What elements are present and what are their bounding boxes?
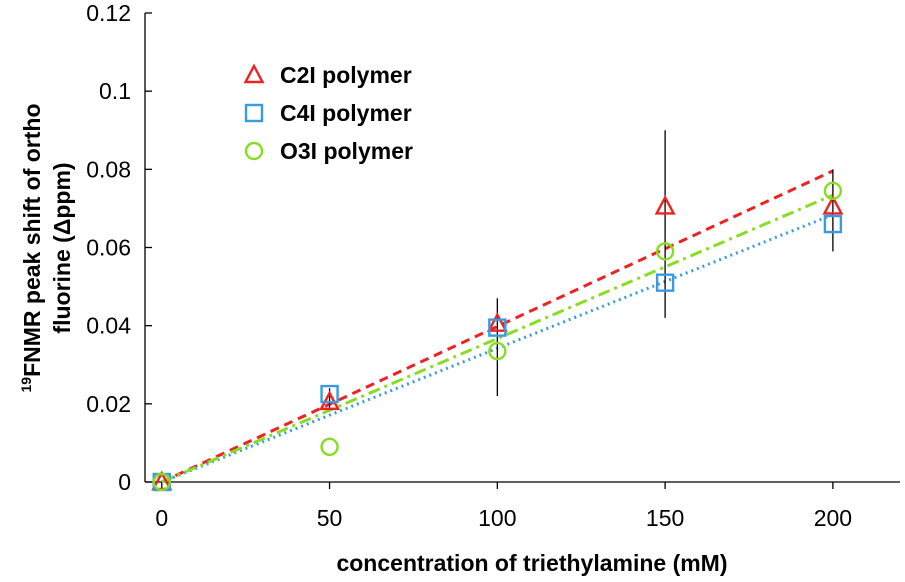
legend-marker xyxy=(244,103,264,123)
data-point xyxy=(488,341,507,361)
data-point xyxy=(823,214,843,234)
fit-line xyxy=(161,169,834,484)
legend-label: C2I polymer xyxy=(280,62,412,88)
y-tick-label: 0.04 xyxy=(86,313,131,339)
x-tick-label: 0 xyxy=(155,505,168,531)
data-point xyxy=(655,273,675,292)
fit-line xyxy=(161,193,834,484)
y-tick-label: 0.06 xyxy=(86,235,131,261)
x-tick-label: 100 xyxy=(478,505,516,531)
data-point xyxy=(655,242,675,261)
legend-label: O3I polymer xyxy=(280,138,413,164)
y-tick-label: 0.1 xyxy=(99,78,131,104)
y-tick-label: 0.12 xyxy=(86,0,131,26)
legend-marker xyxy=(243,63,265,84)
data-points xyxy=(151,181,844,492)
y-tick-label: 0.02 xyxy=(86,391,131,417)
y-axis-title: 19FNMR peak shift of ortho fluorine (Δpp… xyxy=(18,103,75,392)
x-tick-label: 200 xyxy=(814,505,852,531)
x-tick-label: 50 xyxy=(317,505,343,531)
x-axis-title: concentration of triethylamine (mM) xyxy=(336,550,727,576)
axes xyxy=(144,12,900,489)
legend-label: C4I polymer xyxy=(280,100,412,126)
y-tick-label: 0 xyxy=(118,469,131,495)
legend-marker xyxy=(244,141,264,161)
data-point xyxy=(152,472,171,492)
data-point xyxy=(654,194,676,215)
y-tick-label: 0.08 xyxy=(86,156,131,182)
data-point xyxy=(320,437,339,457)
data-point xyxy=(488,318,507,337)
svg-text:19FNMR peak shift of ortho: 19FNMR peak shift of ortho xyxy=(18,103,45,392)
data-point xyxy=(822,194,844,215)
tick-labels: 0 0.02 0.04 0.06 0.08 0.1 0.12 0 50 100 150 200 xyxy=(86,0,852,531)
data-point xyxy=(486,312,508,332)
x-tick-label: 150 xyxy=(646,505,684,531)
data-point xyxy=(320,384,339,404)
y-axis-title-line1: FNMR peak shift of ortho xyxy=(19,103,45,376)
data-point xyxy=(823,181,843,201)
legend: C2I polymer C4I polymer O3I polymer xyxy=(243,62,413,164)
error-bars xyxy=(328,130,834,408)
y-axis-title-line2: fluorine (Δppm) xyxy=(49,162,75,333)
y-axis-title-superscript: 19 xyxy=(18,377,34,393)
